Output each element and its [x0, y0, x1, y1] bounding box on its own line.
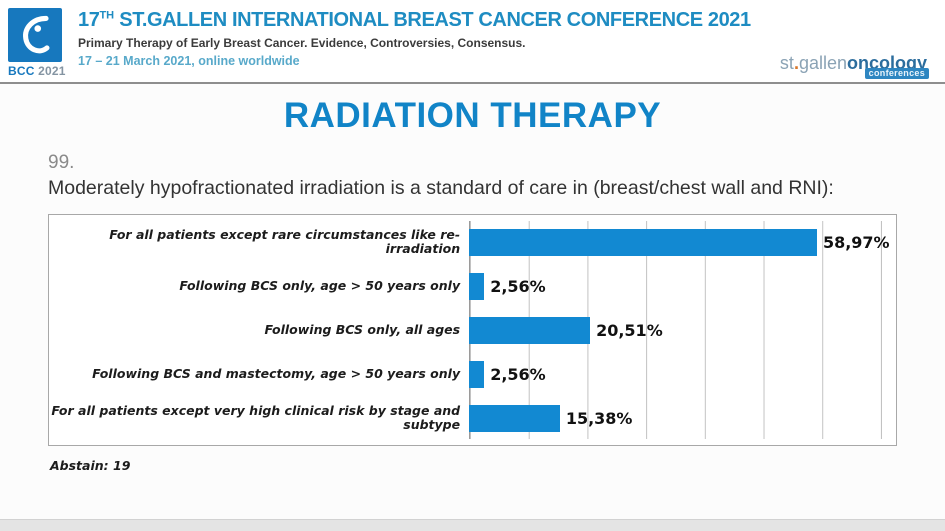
question-text: Moderately hypofractionated irradiation …	[48, 177, 834, 199]
bar	[469, 404, 560, 432]
bar-track: 58,97%	[469, 228, 896, 256]
chart-row: Following BCS only, all ages 20,51%	[49, 308, 896, 352]
poll-results-chart: For all patients except rare circumstanc…	[48, 214, 897, 447]
bottom-strip	[0, 519, 945, 531]
header-text-block: 17TH ST.GALLEN INTERNATIONAL BREAST CANC…	[78, 8, 751, 68]
value-label: 20,51%	[596, 320, 663, 340]
chart-row: Following BCS only, age > 50 years only 2…	[49, 264, 896, 308]
chart-rows: For all patients except rare circumstanc…	[49, 215, 896, 445]
section-title: RADIATION THERAPY	[283, 96, 662, 135]
bcc-logo: BCC 2021	[8, 8, 66, 78]
bar	[469, 316, 591, 344]
bcc-year: 2021	[38, 64, 66, 78]
bar	[469, 272, 485, 300]
category-label: Following BCS and mastectomy, age > 50 y…	[92, 365, 461, 381]
bar	[469, 228, 817, 256]
header-divider	[0, 82, 945, 84]
title-text: ST.GALLEN INTERNATIONAL BREAST CANCER CO…	[114, 9, 751, 31]
bar-track: 2,56%	[469, 272, 896, 300]
question-number: 99.	[48, 152, 75, 173]
bcc-logo-caption: BCC 2021	[8, 64, 66, 78]
abstain-note: Abstain: 19	[50, 458, 131, 474]
conferences-badge: conferences	[864, 68, 929, 79]
swan-drop-icon	[23, 15, 50, 54]
bcc-text: BCC	[8, 64, 35, 78]
value-label: 58,97%	[822, 232, 890, 252]
conference-dates: 17 – 21 March 2021, online worldwide	[78, 54, 300, 68]
value-label: 15,38%	[565, 408, 633, 428]
slide-body: RADIATION THERAPY 99. Moderately hypofra…	[0, 96, 945, 473]
bcc-logo-icon	[8, 8, 62, 62]
title-ordinal: TH	[99, 9, 115, 22]
category-label: Following BCS only, all ages	[264, 321, 461, 337]
chart-row: For all patients except very high clinic…	[49, 396, 896, 440]
bar-track: 20,51%	[469, 316, 896, 344]
value-label: 2,56%	[490, 364, 546, 384]
conference-header: BCC 2021 17TH ST.GALLEN INTERNATIONAL BR…	[0, 0, 945, 82]
title-number: 17	[78, 9, 100, 31]
bar-track: 15,38%	[469, 404, 896, 432]
category-label: For all patients except very high clinic…	[51, 402, 461, 433]
category-label: Following BCS only, age > 50 years only	[179, 277, 461, 293]
chart-row: For all patients except rare circumstanc…	[49, 220, 896, 264]
chart-row: Following BCS and mastectomy, age > 50 y…	[49, 352, 896, 396]
conference-subtitle: Primary Therapy of Early Breast Cancer. …	[78, 36, 526, 50]
conference-title: 17TH ST.GALLEN INTERNATIONAL BREAST CANC…	[78, 9, 751, 32]
logo-gallen: gallen	[798, 53, 847, 73]
bar-track: 2,56%	[469, 360, 896, 388]
logo-st: st	[779, 53, 794, 73]
logo-dot: .	[793, 53, 799, 73]
stgallen-oncology-logo: st.gallenoncology conferences	[780, 53, 935, 82]
value-label: 2,56%	[490, 276, 546, 296]
bar	[469, 360, 485, 388]
category-label: For all patients except rare circumstanc…	[109, 226, 461, 257]
